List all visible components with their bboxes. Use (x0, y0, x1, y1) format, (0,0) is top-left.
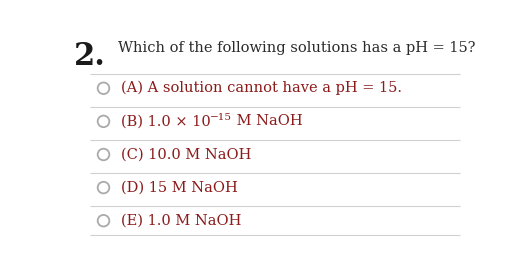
Text: (B) 1.0 × 10: (B) 1.0 × 10 (121, 114, 210, 128)
Text: (D) 15 M NaOH: (D) 15 M NaOH (121, 181, 237, 195)
Text: M NaOH: M NaOH (232, 114, 303, 128)
Text: (C) 10.0 M NaOH: (C) 10.0 M NaOH (121, 148, 251, 162)
Text: 2.: 2. (74, 41, 106, 72)
Text: (A) A solution cannot have a pH = 15.: (A) A solution cannot have a pH = 15. (121, 81, 401, 95)
Text: (E) 1.0 M NaOH: (E) 1.0 M NaOH (121, 214, 241, 228)
Text: Which of the following solutions has a pH = 15?: Which of the following solutions has a p… (119, 41, 476, 55)
Text: −15: −15 (210, 113, 232, 122)
